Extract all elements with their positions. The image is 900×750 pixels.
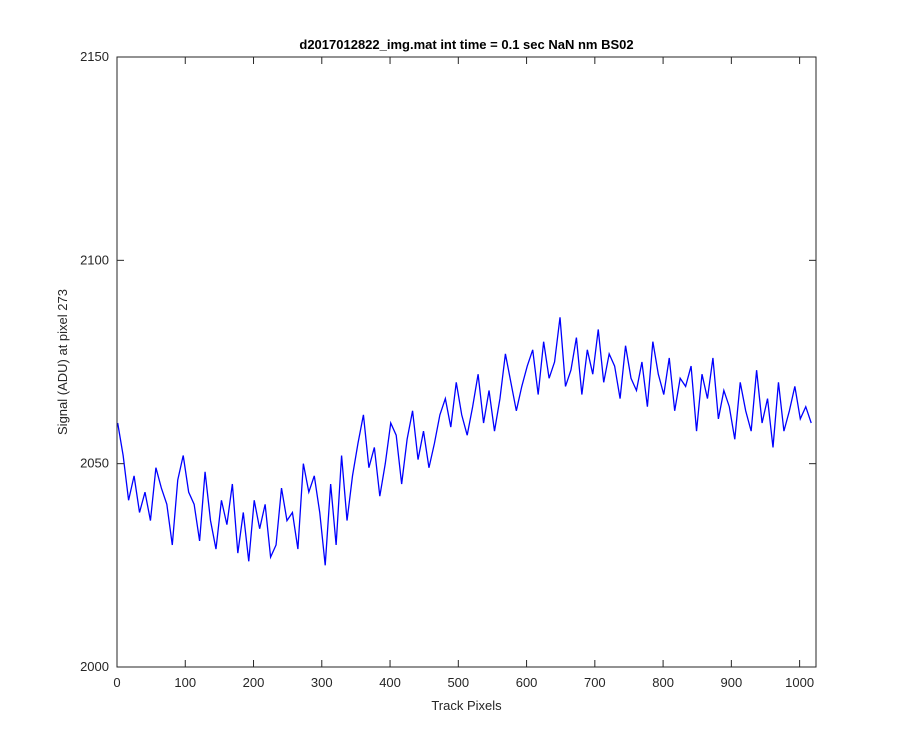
y-axis-label: Signal (ADU) at pixel 273 (55, 289, 70, 435)
ticks-layer: 0 100 200 300 400 500 600 700 800 900 1000 2000 2050… (80, 49, 816, 690)
x-tick-label: 200 (243, 675, 265, 690)
y-tick-label: 2150 (80, 49, 109, 64)
x-tick-label: 300 (311, 675, 333, 690)
plot-background (117, 57, 816, 667)
y-tick-label: 2100 (80, 252, 109, 267)
x-tick-label: 400 (379, 675, 401, 690)
x-tick-label: 1000 (785, 675, 814, 690)
x-tick-label: 800 (652, 675, 674, 690)
x-tick-label: 700 (584, 675, 606, 690)
series-layer (117, 317, 812, 566)
x-tick-label: 500 (447, 675, 469, 690)
x-axis-label: Track Pixels (431, 698, 502, 713)
chart-title: d2017012822_img.mat int time = 0.1 sec N… (299, 37, 633, 52)
y-tick-label: 2000 (80, 659, 109, 674)
x-tick-label: 0 (113, 675, 120, 690)
x-tick-label: 900 (721, 675, 743, 690)
signal-series-line (117, 317, 812, 566)
x-tick-label: 100 (174, 675, 196, 690)
x-tick-label: 600 (516, 675, 538, 690)
y-tick-label: 2050 (80, 456, 109, 471)
plot-axes-box (116, 56, 817, 668)
